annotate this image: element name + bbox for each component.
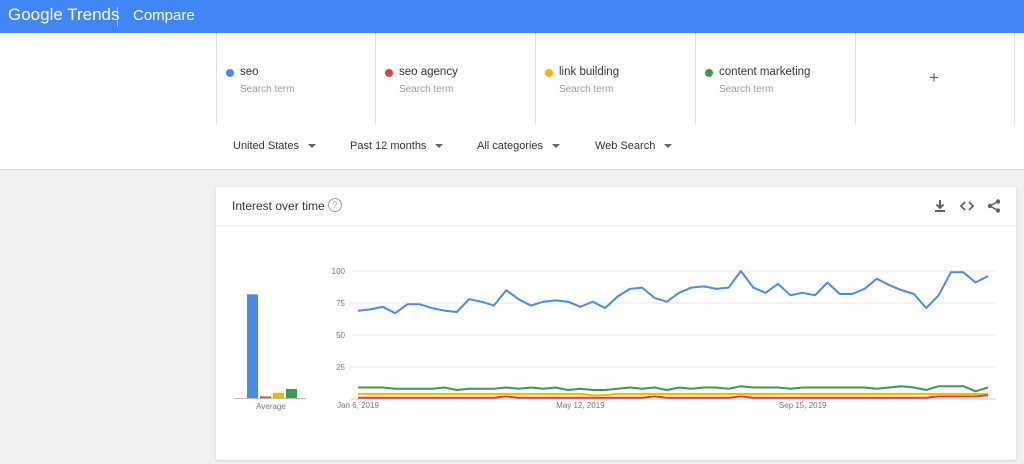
page-title: Compare	[133, 7, 195, 24]
y-tick-label: 100	[332, 267, 346, 276]
y-tick-label: 50	[336, 331, 345, 340]
search-type-value: Web Search	[595, 140, 656, 152]
interest-over-time-card: Interest over time ? Average 100 75 50 25 Jan…	[216, 187, 1016, 460]
series-line-seo-agency	[358, 394, 989, 399]
embed-icon[interactable]	[959, 198, 975, 214]
series-line-content-marketing	[358, 385, 989, 393]
x-tick-label: Jan 6, 2019	[337, 401, 379, 410]
region-dropdown[interactable]: United States	[233, 140, 317, 152]
search-type-dropdown[interactable]: Web Search	[595, 140, 673, 152]
term-name: seo agency	[399, 66, 458, 78]
download-icon[interactable]	[932, 198, 948, 214]
time-range-value: Past 12 months	[350, 140, 427, 152]
average-bar	[286, 389, 297, 398]
filter-bar: United States Past 12 months All categor…	[0, 125, 1024, 170]
average-bar	[260, 396, 271, 398]
term-type: Search term	[240, 84, 295, 95]
search-terms-bar: seo Search term seo agency Search term l…	[0, 33, 1024, 126]
term-content-marketing[interactable]: content marketing Search term	[695, 33, 854, 125]
term-name: link building	[559, 66, 620, 78]
time-range-dropdown[interactable]: Past 12 months	[350, 140, 444, 152]
term-type: Search term	[719, 84, 774, 95]
series-line-seo	[357, 270, 989, 315]
term-seo[interactable]: seo Search term	[216, 33, 375, 125]
term-seo-agency[interactable]: seo agency Search term	[375, 33, 534, 125]
term-color-dot	[226, 69, 234, 77]
term-type: Search term	[399, 84, 454, 95]
x-tick-label: May 12, 2019	[556, 401, 605, 410]
category-dropdown[interactable]: All categories	[477, 140, 561, 152]
card-title: Interest over time	[232, 199, 325, 213]
average-bar	[247, 294, 258, 398]
card-divider	[216, 225, 1016, 226]
term-color-dot	[385, 69, 393, 77]
chevron-down-icon	[552, 144, 561, 149]
top-bar: Google Trends Compare	[0, 0, 1024, 33]
chevron-down-icon	[435, 144, 444, 149]
term-name: seo	[240, 66, 259, 78]
help-icon[interactable]: ?	[328, 198, 342, 212]
bar-label: Average	[256, 402, 286, 411]
term-link-building[interactable]: link building Search term	[535, 33, 694, 125]
chevron-down-icon	[308, 144, 317, 149]
plus-icon: +	[929, 68, 939, 87]
google-trends-logo[interactable]: Google Trends	[8, 5, 120, 24]
term-color-dot	[705, 69, 713, 77]
average-bar	[273, 392, 284, 398]
share-icon[interactable]	[986, 198, 1002, 214]
interest-chart: Average 100 75 50 25 Jan 6, 2019 May 12, 2019 S…	[234, 267, 996, 411]
header-divider	[117, 7, 118, 27]
y-tick-label: 25	[336, 363, 345, 372]
x-tick-label: Sep 15, 2019	[779, 401, 827, 410]
term-type: Search term	[559, 84, 614, 95]
term-color-dot	[545, 69, 553, 77]
category-value: All categories	[477, 140, 544, 152]
add-term-button[interactable]: +	[855, 33, 1015, 125]
term-name: content marketing	[719, 66, 811, 78]
chevron-down-icon	[664, 144, 673, 149]
y-tick-label: 75	[336, 299, 345, 308]
region-value: United States	[233, 140, 300, 152]
series-line-link-building	[358, 392, 988, 397]
